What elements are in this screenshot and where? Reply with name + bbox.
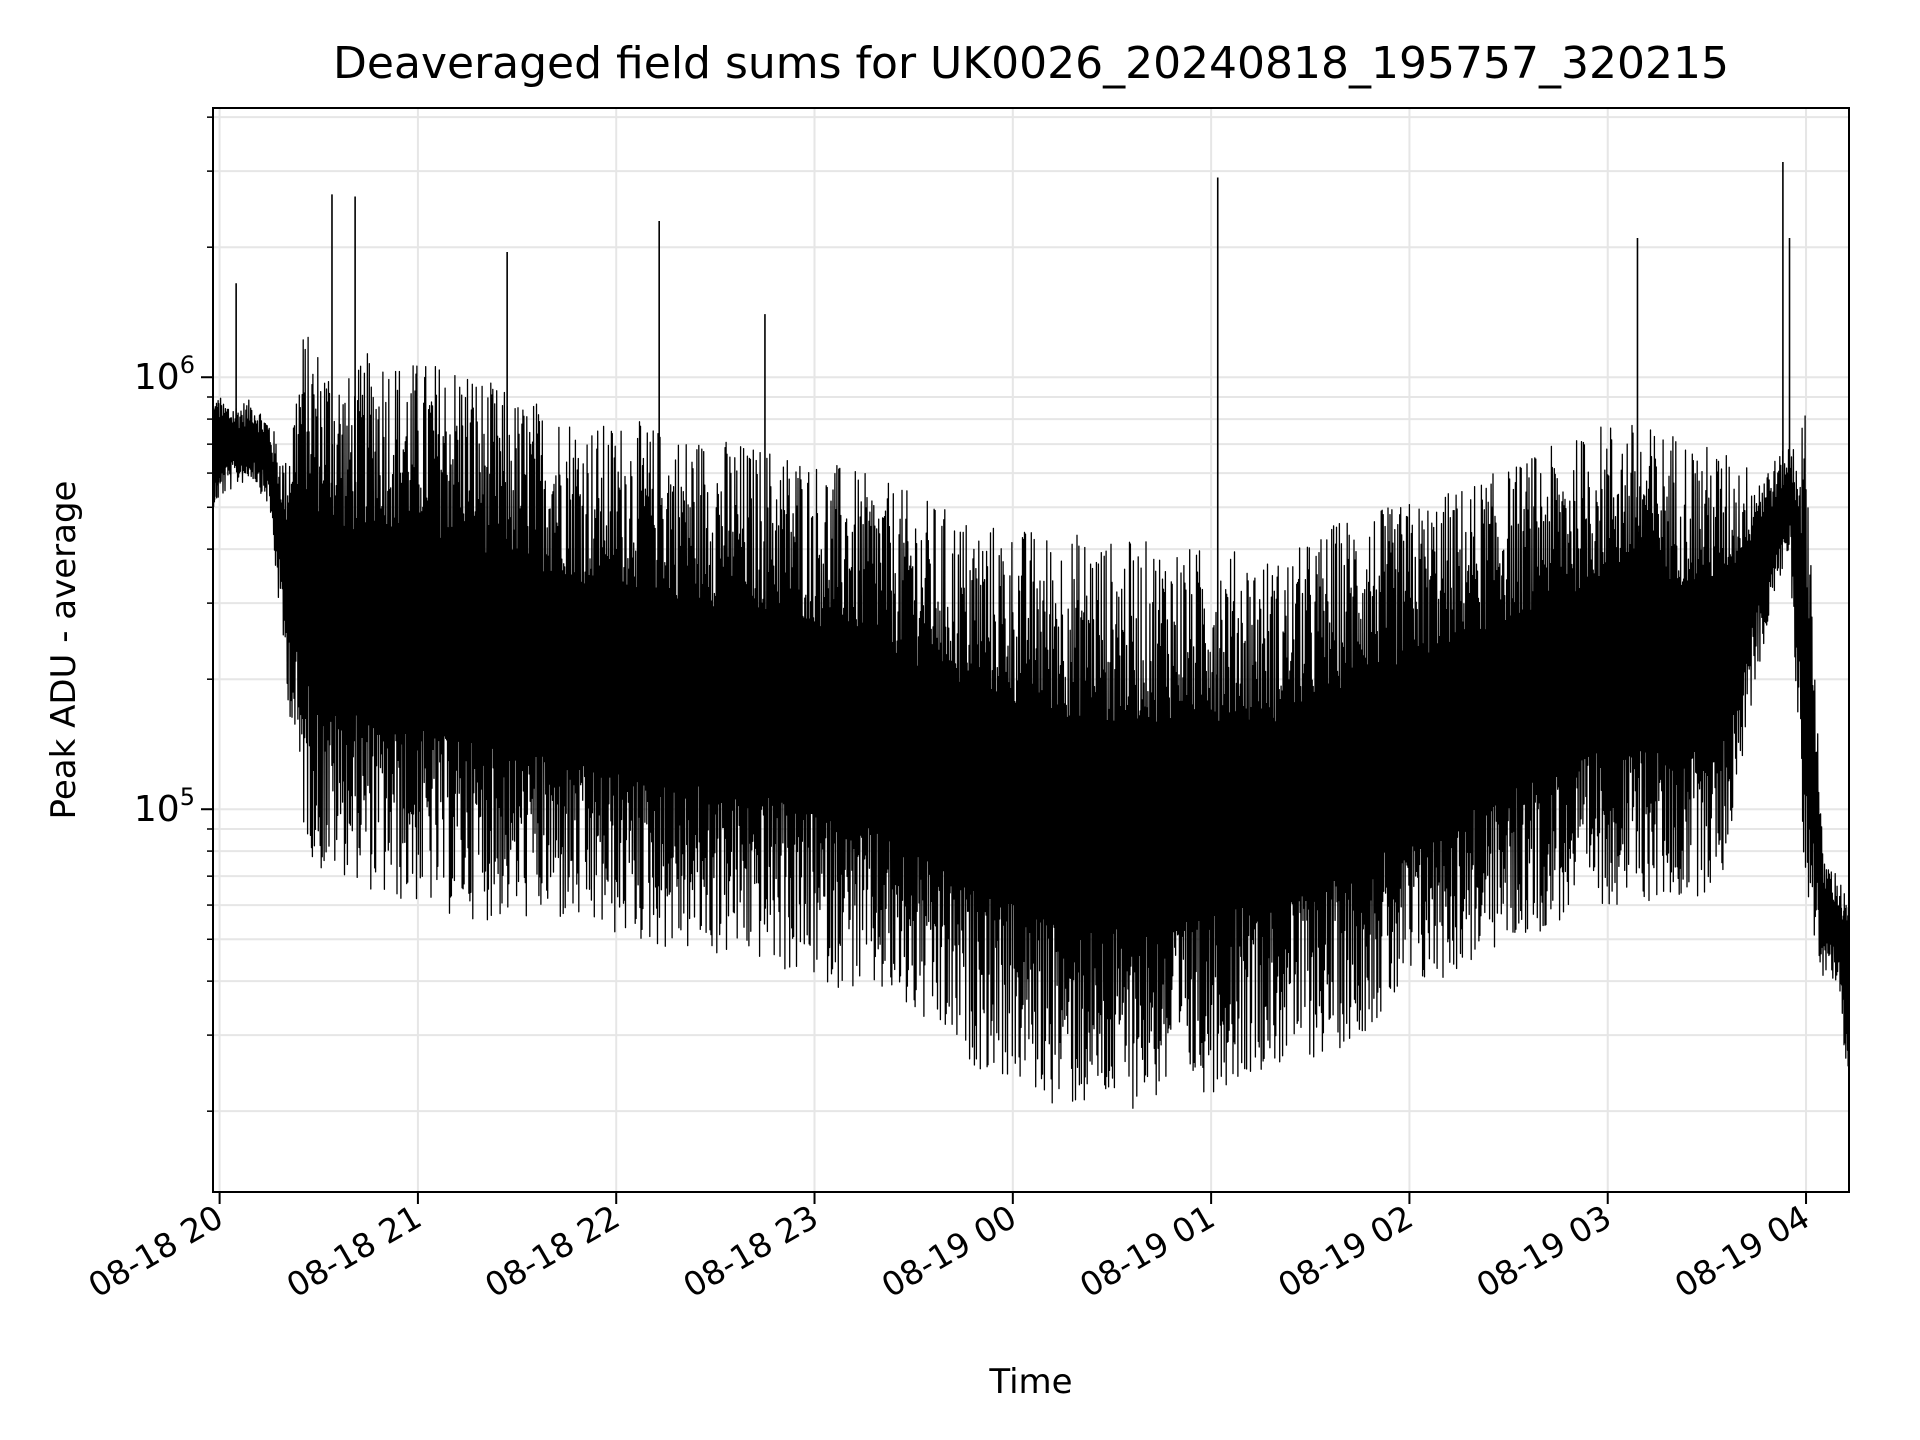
chart-title: Deaveraged field sums for UK0026_2024081… [333, 38, 1729, 89]
x-axis-label: Time [989, 1362, 1073, 1402]
plot-frame [212, 107, 1850, 1193]
x-tick-label: 08-19 00 [875, 1197, 1023, 1305]
x-tick-label: 08-18 22 [478, 1197, 626, 1305]
y-tick-label: 106 [134, 351, 195, 398]
series-line [213, 336, 1849, 1112]
x-tick-label: 08-19 02 [1271, 1197, 1419, 1305]
x-tick-label: 08-18 23 [677, 1197, 825, 1305]
y-axis-label: Peak ADU - average [44, 480, 84, 820]
x-tick-label: 08-19 01 [1073, 1197, 1221, 1305]
y-tick-label: 105 [134, 783, 195, 830]
x-tick-label: 08-18 21 [280, 1197, 428, 1305]
x-tick-label: 08-19 04 [1668, 1197, 1816, 1305]
x-tick-label: 08-18 20 [82, 1197, 230, 1305]
x-tick-label: 08-19 03 [1470, 1197, 1618, 1305]
